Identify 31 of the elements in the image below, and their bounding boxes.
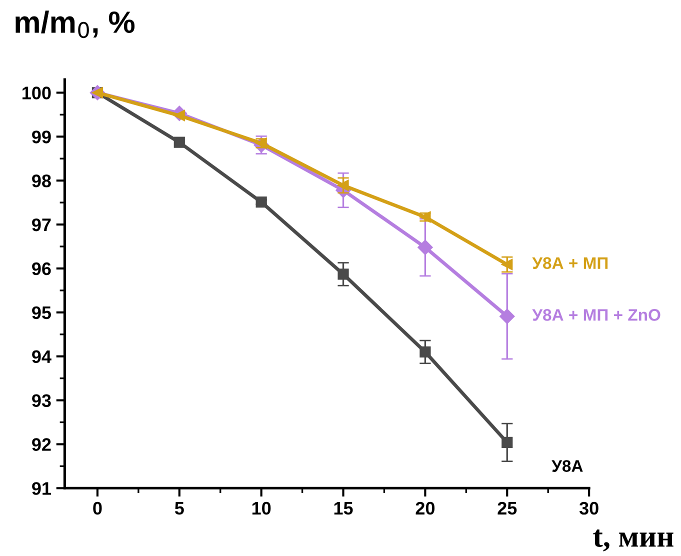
point <box>418 240 433 255</box>
series-label: У8А + МП + ZnO <box>532 309 660 321</box>
y-tick-label: 95 <box>32 306 51 320</box>
y-tick-label: 91 <box>32 482 51 495</box>
x-tick-label: 30 <box>579 502 598 515</box>
x-tick-label: 5 <box>174 502 184 515</box>
text: У8А <box>552 460 583 472</box>
y-tick-label: 100 <box>22 86 51 100</box>
y-tick-label: 97 <box>32 218 51 232</box>
x-tick-label: 25 <box>498 502 517 515</box>
point <box>420 346 431 358</box>
y-tick-label: 98 <box>32 174 51 188</box>
x-tick-label: 15 <box>334 502 353 515</box>
point <box>502 436 513 448</box>
x-axis-title: t, мин <box>593 529 674 552</box>
y-axis-title: m/m$_{0}$, % <box>16 10 135 38</box>
y-tick-label: 94 <box>32 350 52 364</box>
point <box>256 196 267 208</box>
point <box>338 180 349 191</box>
point <box>174 136 185 148</box>
y-tick-label: 99 <box>32 130 51 144</box>
y-tick-label: 92 <box>32 438 51 451</box>
y-tick-label: 96 <box>32 262 51 276</box>
point <box>502 258 513 270</box>
point <box>338 268 349 280</box>
x-tick-label: 0 <box>93 502 102 515</box>
y-tick-label: 93 <box>32 394 51 408</box>
series-label: У8А + МП <box>532 257 608 269</box>
x-tick-label: 20 <box>416 502 434 515</box>
point <box>500 308 515 324</box>
x-tick-label: 10 <box>252 502 271 515</box>
